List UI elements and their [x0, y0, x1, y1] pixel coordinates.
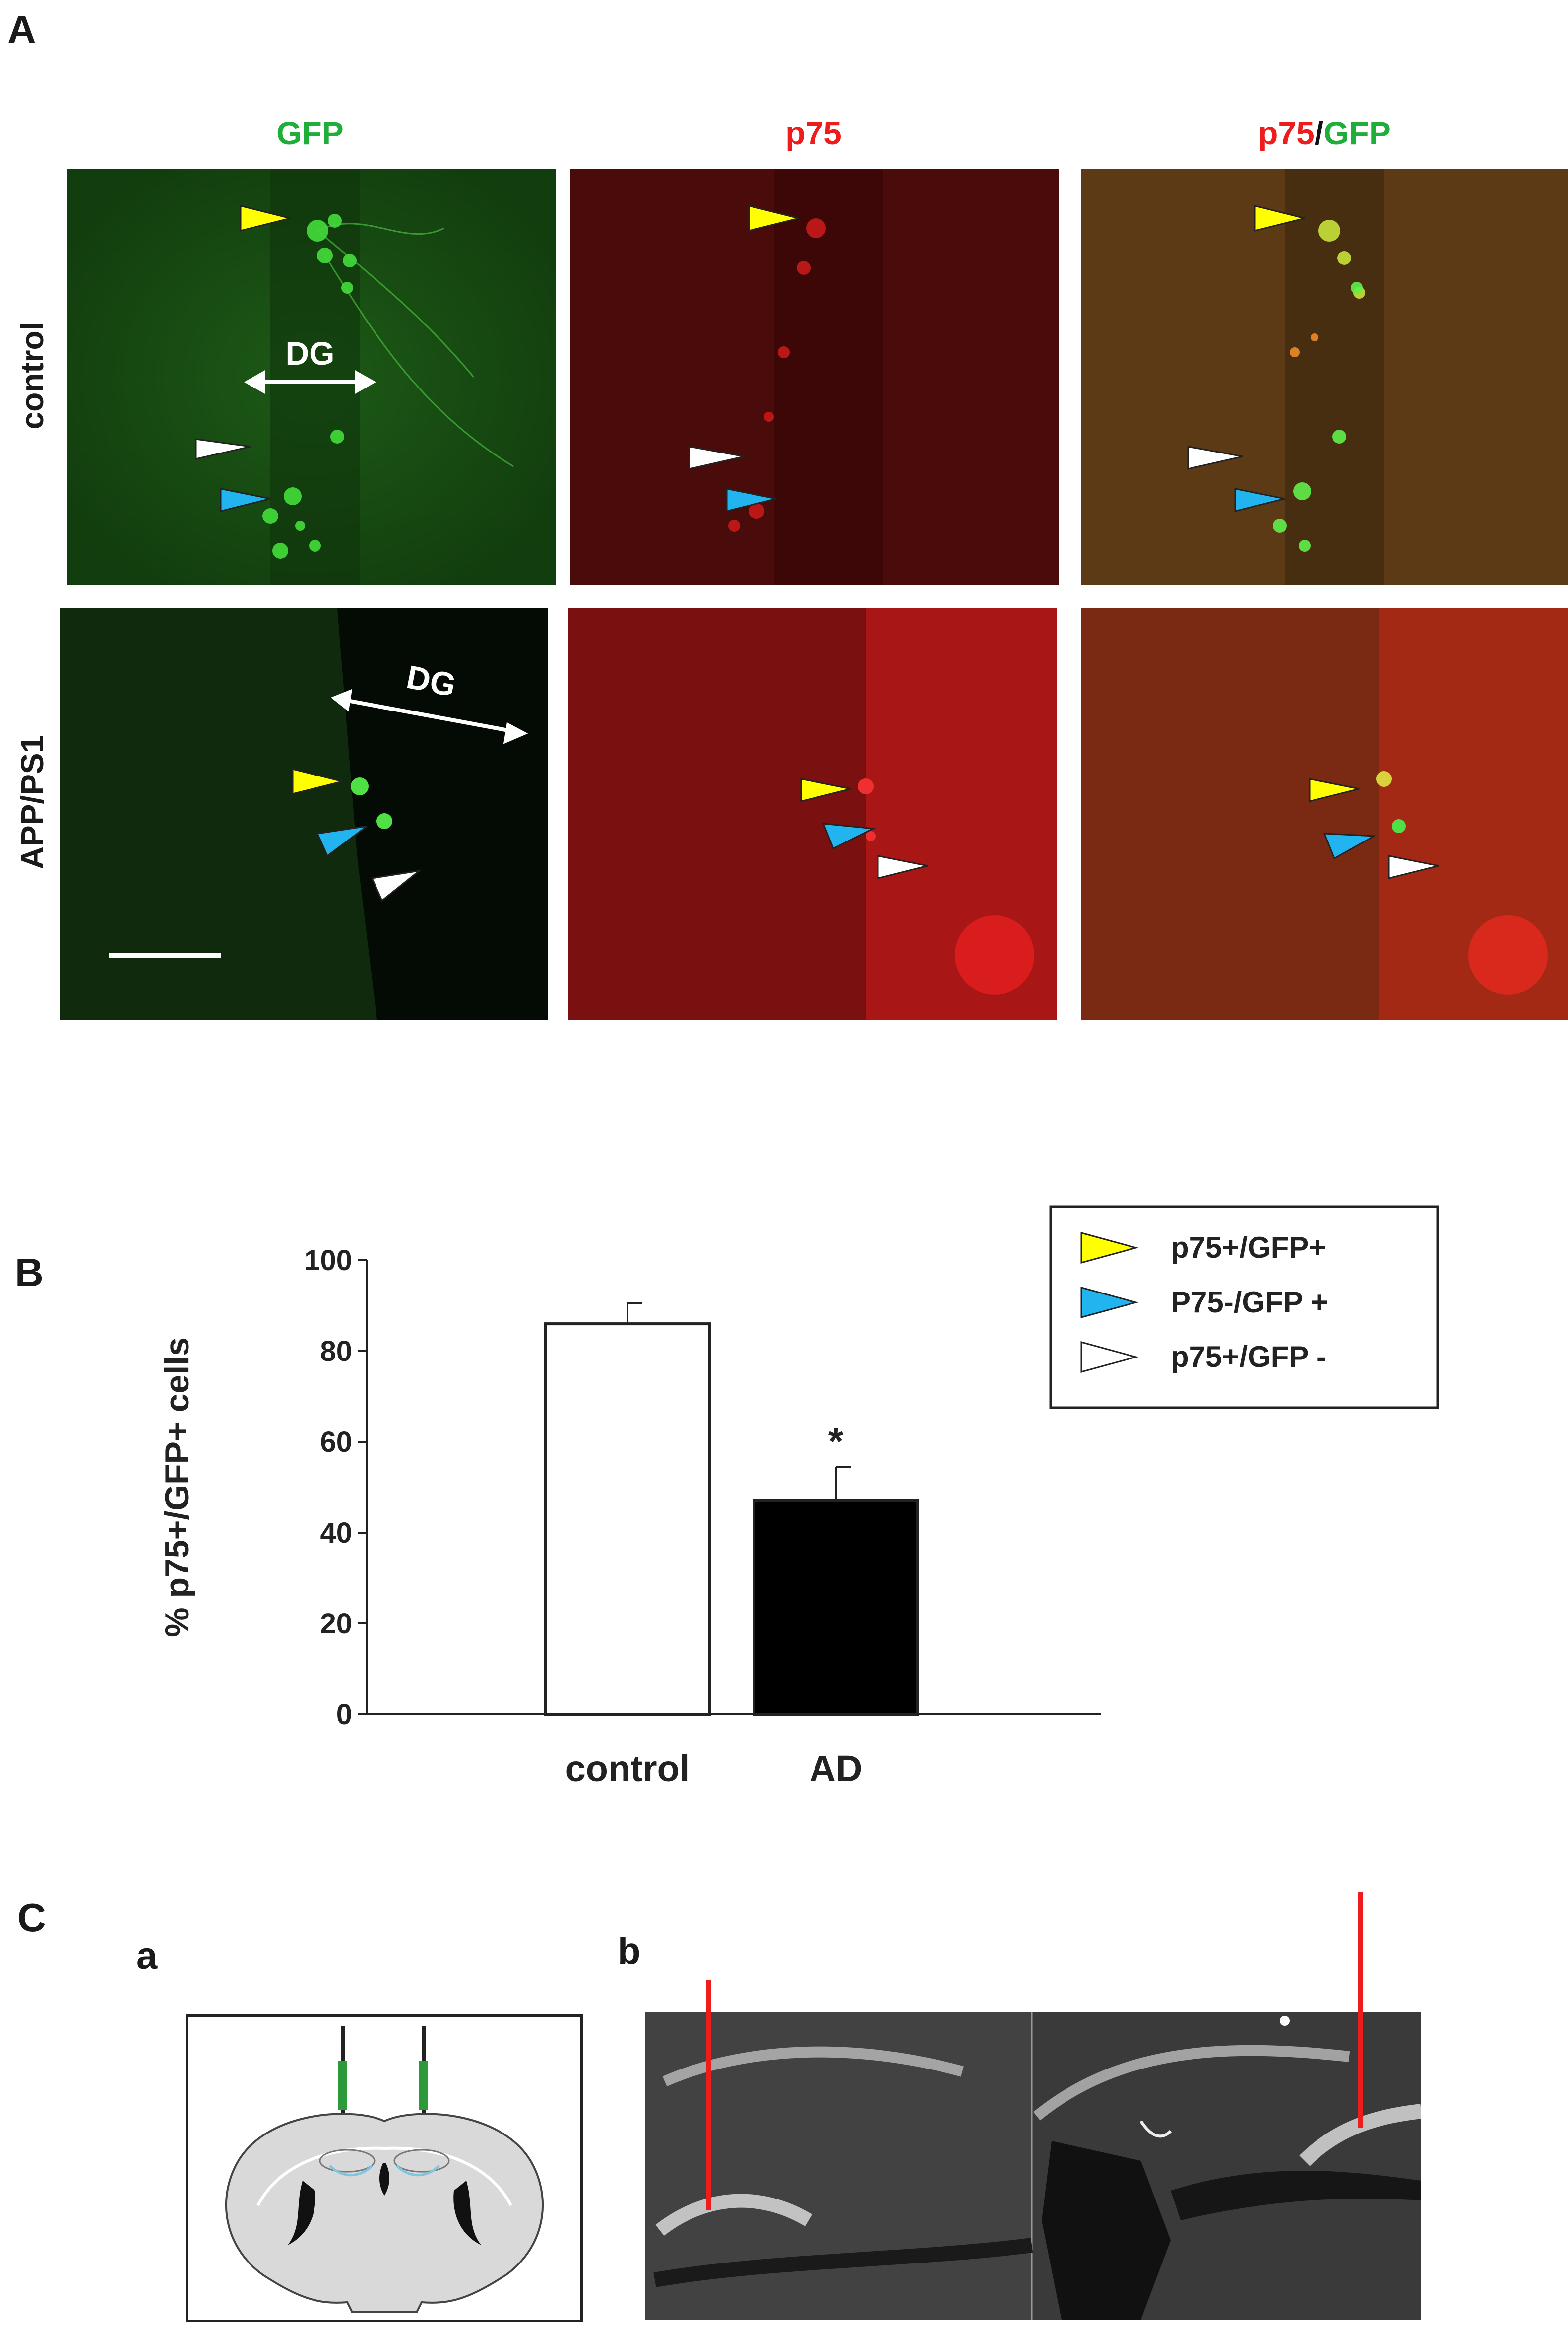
y-tick-label: 40 [320, 1517, 352, 1549]
bar [753, 1499, 919, 1716]
column-title-merge: p75/GFP [1081, 117, 1568, 149]
category-label: control [565, 1748, 690, 1789]
micrograph-app-ps1-merge [1081, 608, 1568, 1020]
electrode-track-marker-right [1358, 1892, 1363, 2128]
row-label-control: control [14, 322, 50, 430]
y-tick-label: 60 [320, 1426, 352, 1458]
bar-chart: 0 20 40 60 80 100 % p75+/GFP+ cells control * AD… [158, 1205, 1439, 1789]
y-tick-label: 0 [336, 1698, 352, 1731]
legend-label: p75+/GFP+ [1171, 1231, 1326, 1264]
column-title-part: GFP [276, 115, 344, 151]
column-title-part: GFP [1323, 115, 1391, 151]
y-axis-label: % p75+/GFP+ cells [158, 1337, 196, 1637]
category-label: AD [810, 1748, 863, 1789]
column-title-p75: p75 [570, 117, 1057, 149]
panel-label-b: B [15, 1250, 44, 1294]
legend-label: P75-/GFP + [1171, 1286, 1328, 1319]
bar [544, 1322, 711, 1716]
electrode-track-marker-left [706, 1980, 711, 2210]
micrograph-control-gfp: DG [67, 169, 556, 585]
legend-arrowhead-icon [1080, 1232, 1139, 1264]
micrograph-control-merge [1081, 169, 1568, 585]
y-tick-label: 20 [320, 1608, 352, 1640]
hippocampus-section-image [645, 2012, 1421, 2320]
legend-arrowhead-icon [1080, 1287, 1139, 1318]
brain-schematic [186, 2014, 583, 2322]
panel-label-cb: b [618, 1930, 641, 1972]
significance-marker: * [828, 1419, 844, 1463]
y-tick-label: 80 [320, 1335, 352, 1367]
legend-label: p75+/GFP - [1171, 1340, 1326, 1373]
row-label-app-ps1: APP/PS1 [14, 735, 50, 870]
scale-bar [109, 953, 221, 958]
column-title-part: p75 [785, 115, 842, 151]
column-title-part: / [1314, 115, 1324, 151]
legend-arrowhead-icon [1080, 1341, 1139, 1373]
micrograph-app-ps1-gfp: DG [60, 608, 548, 1020]
panel-label-ca: a [136, 1935, 158, 1977]
column-title-gfp: GFP [67, 117, 553, 149]
micrograph-app-ps1-p75 [568, 608, 1057, 1020]
dg-label: DG [286, 335, 335, 372]
micrograph-control-p75 [570, 169, 1059, 585]
panel-label-a: A [7, 7, 36, 52]
panel-label-c: C [17, 1895, 46, 1940]
y-tick-label: 100 [304, 1244, 352, 1277]
column-title-part: p75 [1258, 115, 1315, 151]
